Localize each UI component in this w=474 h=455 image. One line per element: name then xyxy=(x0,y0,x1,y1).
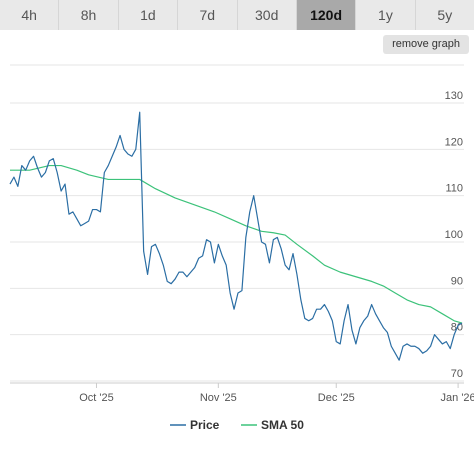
legend-label-sma-50: SMA 50 xyxy=(261,418,304,432)
y-tick-label-70: 70 xyxy=(451,368,463,380)
tab-120d[interactable]: 120d xyxy=(296,0,357,30)
x-tick-label-2: Dec '25 xyxy=(318,392,355,404)
tab-1d[interactable]: 1d xyxy=(118,0,179,30)
series-line-price xyxy=(9,111,463,361)
y-tick-label-100: 100 xyxy=(445,229,463,241)
tab-30d[interactable]: 30d xyxy=(237,0,297,30)
y-tick-label-130: 130 xyxy=(445,90,463,102)
y-tick-label-90: 90 xyxy=(451,275,463,287)
timeframe-tabs: 4h 8h 1d 7d 30d 120d 1y 5y xyxy=(0,0,474,30)
remove-graph-button[interactable]: remove graph xyxy=(383,35,469,54)
series-line-sma-50 xyxy=(10,164,463,324)
tab-8h[interactable]: 8h xyxy=(59,0,119,30)
tab-5y[interactable]: 5y xyxy=(415,0,474,30)
tab-1y[interactable]: 1y xyxy=(356,0,416,30)
tab-7d[interactable]: 7d xyxy=(178,0,238,30)
x-tick-label-3: Jan '26 xyxy=(441,392,474,404)
y-tick-label-120: 120 xyxy=(445,136,463,148)
legend-label-price: Price xyxy=(190,418,220,432)
x-tick-label-1: Nov '25 xyxy=(200,392,237,404)
y-tick-label-110: 110 xyxy=(445,183,463,195)
x-tick-label-0: Oct '25 xyxy=(79,392,114,404)
tab-4h[interactable]: 4h xyxy=(0,0,60,30)
